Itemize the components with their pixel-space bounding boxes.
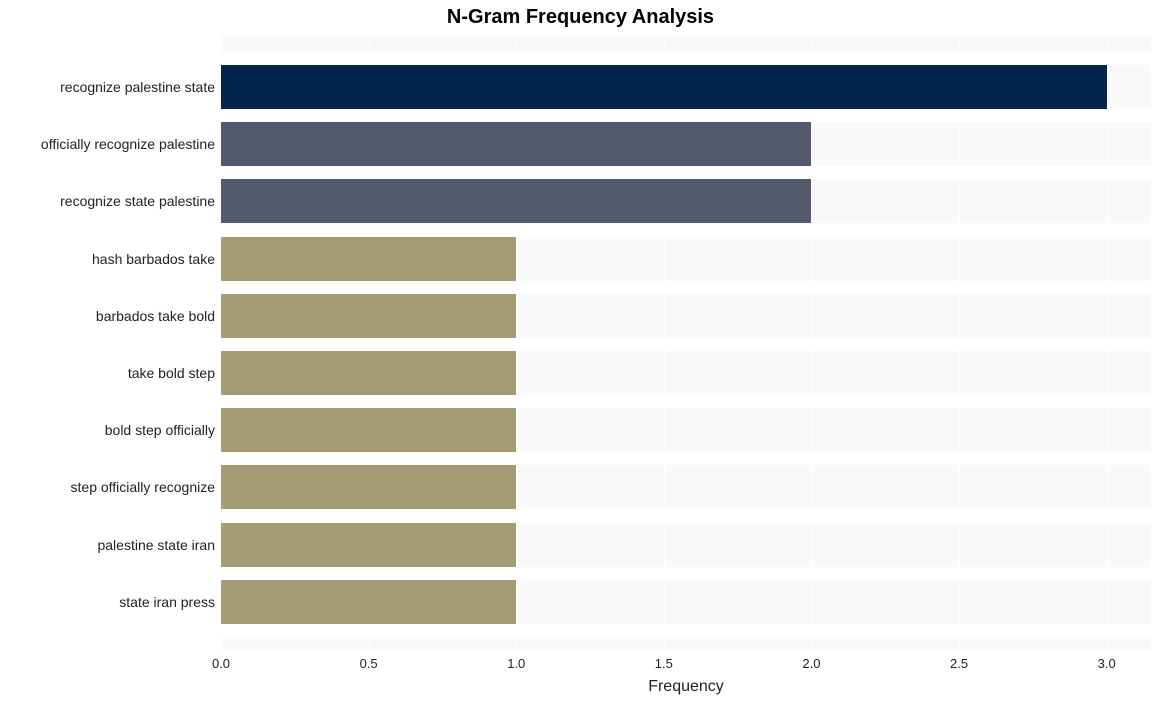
bar [221,179,811,223]
row-gap [221,452,1151,465]
row-gap [221,509,1151,522]
y-tick-label: hash barbados take [92,251,215,267]
row-gap [221,166,1151,179]
x-tick-label: 2.0 [802,656,820,671]
row-gap [221,567,1151,580]
bar [221,580,516,624]
row-gap [221,223,1151,236]
gridline [1107,36,1108,650]
row-gap [221,338,1151,351]
gridline [811,36,812,650]
y-tick-label: step officially recognize [71,479,215,495]
ngram-chart: N-Gram Frequency Analysis recognize pale… [0,0,1161,701]
gridline [959,36,960,650]
bar [221,351,516,395]
chart-title: N-Gram Frequency Analysis [0,6,1161,29]
bar [221,122,811,166]
x-tick-label: 1.5 [655,656,673,671]
y-tick-label: palestine state iran [97,537,215,553]
y-tick-label: recognize palestine state [60,79,215,95]
row-gap [221,624,1151,637]
x-tick-label: 2.5 [950,656,968,671]
x-tick-label: 3.0 [1098,656,1116,671]
y-tick-label: bold step officially [105,422,215,438]
y-tick-label: barbados take bold [96,308,215,324]
bar [221,465,516,509]
row-gap [221,281,1151,294]
bar [221,523,516,567]
y-tick-label: recognize state palestine [60,193,215,209]
y-tick-label: state iran press [119,594,215,610]
bar [221,237,516,281]
row-gap [221,52,1151,65]
bar [221,65,1107,109]
bar [221,408,516,452]
bar [221,294,516,338]
x-tick-label: 0.0 [212,656,230,671]
x-tick-label: 0.5 [360,656,378,671]
row-gap [221,109,1151,122]
y-tick-label: officially recognize palestine [41,136,215,152]
y-tick-label: take bold step [128,365,215,381]
plot-area: recognize palestine stateofficially reco… [221,36,1151,650]
x-tick-label: 1.0 [507,656,525,671]
x-axis-title: Frequency [221,678,1151,696]
row-gap [221,395,1151,408]
